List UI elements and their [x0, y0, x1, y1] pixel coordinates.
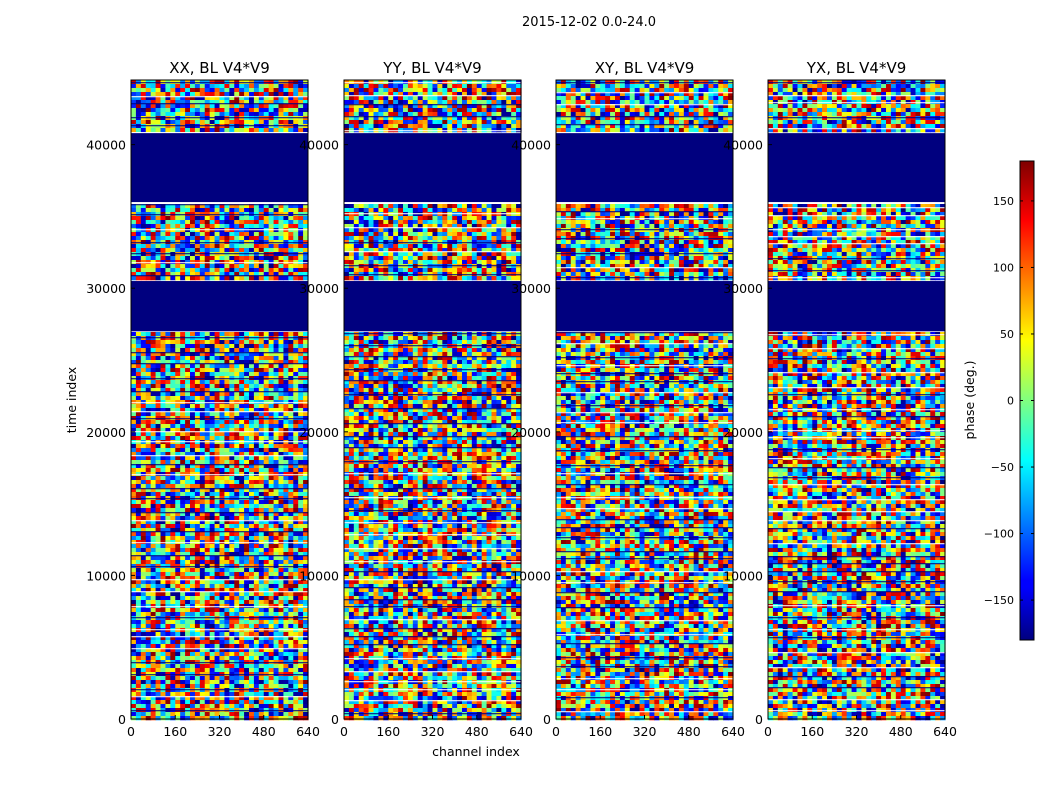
x-tick-label: 320	[845, 724, 869, 739]
y-tick-label: 40000	[299, 138, 339, 153]
y-tick-label: 0	[331, 712, 339, 727]
x-tick-label: 160	[588, 724, 612, 739]
x-tick-label: 0	[127, 724, 135, 739]
masked-block	[131, 133, 308, 203]
colorbar-tick-label: −100	[984, 528, 1014, 541]
x-tick-label: 640	[296, 724, 320, 739]
phase-image	[768, 80, 946, 721]
y-tick-label: 20000	[723, 425, 763, 440]
y-tick-label: 30000	[723, 281, 763, 296]
x-tick-label: 480	[677, 724, 701, 739]
y-tick-label: 0	[118, 712, 126, 727]
y-tick-label: 20000	[299, 425, 339, 440]
phase-image	[344, 80, 522, 721]
colorbar-label: phase (deg.)	[962, 361, 977, 440]
x-tick-label: 0	[340, 724, 348, 739]
y-tick-label: 10000	[86, 568, 126, 583]
masked-block	[768, 281, 945, 332]
masked-block	[344, 281, 521, 332]
x-tick-label: 640	[509, 724, 533, 739]
panel-title: YY, BL V4*V9	[382, 59, 481, 77]
y-tick-label: 20000	[511, 425, 551, 440]
colorbar-tick-label: −50	[991, 461, 1014, 474]
colorbar-tick-label: −150	[984, 594, 1014, 607]
panels: XX, BL V4*V9 0 160 320 480 640 0 10000 20000 3000…	[86, 59, 957, 739]
x-tick-label: 640	[721, 724, 745, 739]
phase-image	[131, 80, 309, 721]
x-tick-label: 480	[252, 724, 276, 739]
masked-block	[556, 281, 733, 332]
x-tick-label: 320	[421, 724, 445, 739]
x-tick-label: 320	[633, 724, 657, 739]
colorbar: 150 100 50 0 −50 −100 −150 phase (deg.)	[962, 160, 1035, 641]
y-tick-label: 0	[543, 712, 551, 727]
colorbar-tick-label: 50	[1000, 328, 1014, 341]
colorbar-tick-label: 150	[993, 195, 1014, 208]
colorbar-tick-label: 100	[993, 261, 1014, 274]
panel-3: YX, BL V4*V9 0 160 320 480 640 0 10000 20000 3000…	[723, 59, 957, 739]
colorbar-ticks: 150 100 50 0 −50 −100 −150	[984, 195, 1034, 607]
y-tick-label: 10000	[299, 568, 339, 583]
y-tick-label: 10000	[511, 568, 551, 583]
y-tick-label: 40000	[86, 138, 126, 153]
x-tick-label: 640	[933, 724, 957, 739]
masked-block	[131, 281, 308, 332]
y-tick-label: 10000	[723, 568, 763, 583]
panel-title: XX, BL V4*V9	[169, 59, 270, 77]
y-axis-label: time index	[64, 367, 79, 433]
y-tick-label: 30000	[299, 281, 339, 296]
x-tick-label: 0	[764, 724, 772, 739]
y-tick-label: 20000	[86, 425, 126, 440]
x-tick-label: 320	[208, 724, 232, 739]
panel-2: XY, BL V4*V9 0 160 320 480 640 0 10000 20000 3000…	[511, 59, 745, 739]
y-tick-label: 40000	[723, 138, 763, 153]
x-tick-label: 160	[800, 724, 824, 739]
masked-block	[344, 133, 521, 203]
x-axis-label: channel index	[432, 744, 520, 759]
panel-title: YX, BL V4*V9	[806, 59, 907, 77]
y-tick-label: 0	[755, 712, 763, 727]
y-tick-label: 40000	[511, 138, 551, 153]
x-tick-label: 0	[552, 724, 560, 739]
x-tick-label: 160	[163, 724, 187, 739]
x-tick-label: 480	[465, 724, 489, 739]
panel-title: XY, BL V4*V9	[595, 59, 695, 77]
x-tick-label: 160	[376, 724, 400, 739]
colorbar-tick-label: 0	[1007, 395, 1014, 408]
masked-block	[556, 133, 733, 203]
masked-block	[768, 133, 945, 203]
figure-title: 2015-12-02 0.0-24.0	[522, 15, 656, 30]
y-tick-label: 30000	[86, 281, 126, 296]
panel-0: XX, BL V4*V9 0 160 320 480 640 0 10000 20000 3000…	[86, 59, 320, 739]
phase-image	[556, 80, 734, 721]
panel-1: YY, BL V4*V9 0 160 320 480 640 0 10000 20000 3000…	[299, 59, 533, 739]
y-tick-label: 30000	[511, 281, 551, 296]
x-tick-label: 480	[889, 724, 913, 739]
